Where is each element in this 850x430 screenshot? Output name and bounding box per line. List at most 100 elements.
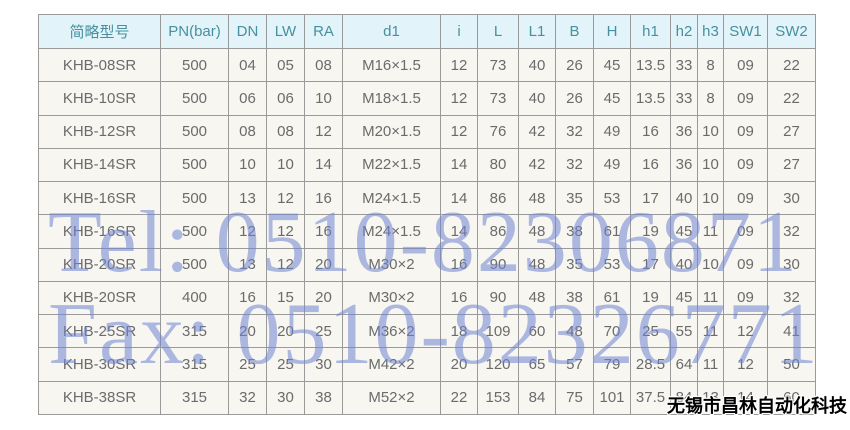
value-cell: 30 [266, 380, 305, 416]
value-cell: 90 [477, 280, 519, 316]
value-cell: 48 [555, 314, 594, 349]
spec-table-body: KHB-08SR 500 04 05 08 M16×1.5 12 73 40 26 45 13.5 33… [38, 47, 816, 416]
value-cell: 35 [555, 181, 594, 216]
value-cell: 11 [697, 280, 724, 316]
value-cell: 09 [723, 114, 768, 149]
table-row: KHB-08SR 500 04 05 08 M16×1.5 12 73 40 26 45 13.5 33… [38, 47, 816, 83]
value-cell: 48 [518, 247, 556, 282]
value-cell: 12 [440, 114, 478, 149]
value-cell: M36×2 [342, 314, 441, 349]
model-cell: KHB-10SR [38, 81, 161, 116]
value-cell: 12 [266, 247, 305, 282]
value-cell: 30 [767, 247, 816, 282]
value-cell: 12 [304, 114, 343, 149]
header-cell-6: i [440, 14, 478, 49]
header-cell-10: H [593, 14, 631, 49]
value-cell: 16 [630, 147, 671, 183]
value-cell: M24×1.5 [342, 214, 441, 249]
value-cell: 22 [767, 47, 816, 83]
value-cell: 76 [477, 114, 519, 149]
value-cell: 45 [670, 280, 698, 316]
value-cell: 8 [697, 47, 724, 83]
value-cell: 14 [304, 147, 343, 183]
value-cell: 09 [723, 147, 768, 183]
value-cell: 41 [767, 314, 816, 349]
value-cell: 16 [228, 280, 267, 316]
table-row: KHB-12SR 500 08 08 12 M20×1.5 12 76 42 32 49 16 36 10… [38, 114, 816, 149]
header-cell-15: SW2 [767, 14, 816, 49]
value-cell: 500 [160, 114, 229, 149]
value-cell: 19 [630, 214, 671, 249]
table-row: KHB-38SR 315 32 30 38 M52×2 22 153 84 75 101 37.5 84… [38, 380, 816, 416]
value-cell: 500 [160, 47, 229, 83]
value-cell: M20×1.5 [342, 114, 441, 149]
value-cell: 40 [670, 247, 698, 282]
value-cell: 80 [477, 147, 519, 183]
value-cell: 40 [518, 81, 556, 116]
header-cell-9: B [555, 14, 594, 49]
value-cell: 42 [518, 114, 556, 149]
model-cell: KHB-38SR [38, 380, 161, 416]
value-cell: 35 [555, 247, 594, 282]
value-cell: 45 [670, 214, 698, 249]
value-cell: 500 [160, 147, 229, 183]
header-cell-14: SW1 [723, 14, 768, 49]
value-cell: 36 [670, 147, 698, 183]
value-cell: 84 [518, 380, 556, 416]
value-cell: 40 [670, 181, 698, 216]
value-cell: 315 [160, 347, 229, 382]
value-cell: 27 [767, 114, 816, 149]
value-cell: 32 [555, 147, 594, 183]
value-cell: 37.5 [630, 380, 671, 416]
value-cell: 73 [477, 81, 519, 116]
value-cell: 45 [593, 81, 631, 116]
value-cell: 153 [477, 380, 519, 416]
value-cell: 32 [555, 114, 594, 149]
value-cell: 16 [440, 280, 478, 316]
value-cell: 32 [228, 380, 267, 416]
model-cell: KHB-30SR [38, 347, 161, 382]
value-cell: 13 [697, 380, 724, 416]
value-cell: 16 [304, 181, 343, 216]
table-row: KHB-25SR 315 20 20 25 M36×2 18 109 60 48 70 25 55 11 1… [38, 314, 816, 349]
value-cell: 64 [670, 347, 698, 382]
value-cell: 11 [697, 214, 724, 249]
value-cell: 10 [697, 147, 724, 183]
value-cell: 55 [670, 314, 698, 349]
value-cell: 09 [723, 181, 768, 216]
value-cell: 49 [593, 114, 631, 149]
value-cell: 10 [266, 147, 305, 183]
table-row: KHB-16SR 500 13 12 16 M24×1.5 14 86 48 35 53 17 40 10… [38, 181, 816, 216]
value-cell: 12 [723, 314, 768, 349]
value-cell: 25 [304, 314, 343, 349]
header-cell-13: h3 [697, 14, 724, 49]
value-cell: 25 [630, 314, 671, 349]
value-cell: 500 [160, 247, 229, 282]
value-cell: 22 [767, 81, 816, 116]
value-cell: 12 [228, 214, 267, 249]
value-cell: 20 [440, 347, 478, 382]
value-cell: M30×2 [342, 280, 441, 316]
value-cell: 90 [477, 247, 519, 282]
value-cell: 10 [697, 247, 724, 282]
model-cell: KHB-16SR [38, 214, 161, 249]
value-cell: 315 [160, 380, 229, 416]
value-cell: 09 [723, 47, 768, 83]
value-cell: 13.5 [630, 81, 671, 116]
value-cell: 60 [518, 314, 556, 349]
model-cell: KHB-20SR [38, 247, 161, 282]
value-cell: 09 [723, 214, 768, 249]
value-cell: 48 [518, 181, 556, 216]
value-cell: 19 [630, 280, 671, 316]
value-cell: 30 [304, 347, 343, 382]
value-cell: 65 [518, 347, 556, 382]
value-cell: 26 [555, 47, 594, 83]
value-cell: 38 [555, 214, 594, 249]
model-cell: KHB-14SR [38, 147, 161, 183]
value-cell: M22×1.5 [342, 147, 441, 183]
value-cell: 38 [304, 380, 343, 416]
value-cell: 10 [697, 181, 724, 216]
value-cell: 61 [593, 214, 631, 249]
value-cell: 33 [670, 81, 698, 116]
value-cell: 27 [767, 147, 816, 183]
